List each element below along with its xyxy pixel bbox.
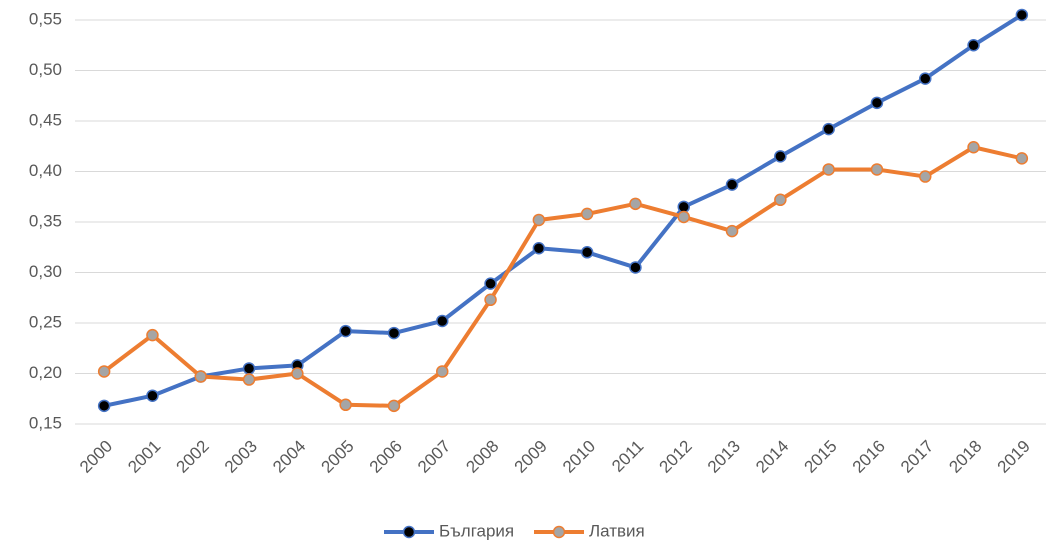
point — [677, 210, 690, 224]
y-tick-label: 0,25 — [29, 312, 62, 331]
point — [339, 398, 352, 412]
point — [436, 365, 449, 378]
point — [484, 277, 497, 290]
point — [919, 72, 932, 85]
point — [339, 324, 352, 338]
point — [194, 370, 207, 383]
point — [629, 261, 642, 274]
point — [1015, 8, 1029, 22]
x-tick-label: 2001 — [124, 437, 164, 477]
y-tick-label: 0,50 — [29, 60, 62, 79]
x-tick-label: 2010 — [559, 437, 599, 477]
point — [774, 193, 787, 207]
x-tick-label: 2015 — [800, 437, 840, 477]
point — [967, 141, 980, 154]
point — [870, 96, 884, 110]
x-tick-label: 2012 — [656, 437, 696, 477]
x-tick-label: 2016 — [849, 437, 889, 477]
point — [484, 293, 497, 307]
point — [532, 242, 546, 255]
point — [387, 326, 401, 340]
point — [1015, 152, 1029, 165]
x-tick-label: 2018 — [945, 437, 985, 477]
x-tick-label: 2019 — [994, 437, 1034, 477]
y-tick-label: 0,35 — [29, 211, 62, 230]
point — [242, 362, 256, 375]
x-tick-label: 2017 — [897, 437, 937, 477]
point — [580, 246, 594, 259]
x-tick-label: 2007 — [414, 437, 454, 477]
point — [146, 328, 159, 342]
point — [870, 163, 884, 176]
legend-item: България — [384, 521, 514, 540]
legend-label: Латвия — [589, 521, 645, 540]
x-tick-label: 2002 — [173, 437, 213, 477]
point — [774, 150, 787, 163]
x-tick-label: 2003 — [221, 437, 261, 477]
y-tick-label: 0,45 — [29, 110, 62, 129]
y-tick-label: 0,15 — [29, 413, 62, 432]
point — [242, 373, 256, 386]
x-tick-label: 2011 — [608, 437, 647, 476]
x-tick-label: 2013 — [704, 437, 744, 477]
point — [146, 389, 159, 402]
x-tick-label: 2000 — [76, 437, 116, 477]
point — [967, 39, 980, 52]
point — [387, 399, 401, 413]
point — [532, 213, 546, 227]
y-tick-label: 0,55 — [29, 9, 62, 28]
point — [725, 178, 739, 191]
x-tick-label: 2014 — [752, 437, 792, 477]
point — [97, 399, 111, 413]
legend-label: България — [439, 521, 514, 540]
point — [580, 207, 594, 221]
point — [629, 197, 642, 211]
series-line — [103, 13, 1023, 408]
point — [97, 365, 111, 378]
point — [725, 224, 739, 238]
legend-marker — [552, 525, 566, 539]
x-tick-label: 2005 — [317, 437, 357, 477]
point — [822, 122, 835, 136]
y-tick-label: 0,40 — [29, 161, 62, 180]
y-tick-label: 0,30 — [29, 262, 62, 281]
point — [291, 367, 304, 380]
x-tick-label: 2004 — [269, 437, 309, 477]
series-line — [102, 145, 1023, 408]
x-tick-label: 2006 — [366, 437, 406, 477]
y-tick-label: 0,20 — [29, 363, 62, 382]
point — [822, 163, 835, 176]
legend-item: Латвия — [534, 521, 645, 540]
x-tick-label: 2009 — [511, 437, 551, 477]
legend-marker — [402, 525, 416, 539]
point — [436, 314, 449, 328]
point — [919, 170, 932, 183]
x-tick-label: 2008 — [462, 437, 502, 477]
